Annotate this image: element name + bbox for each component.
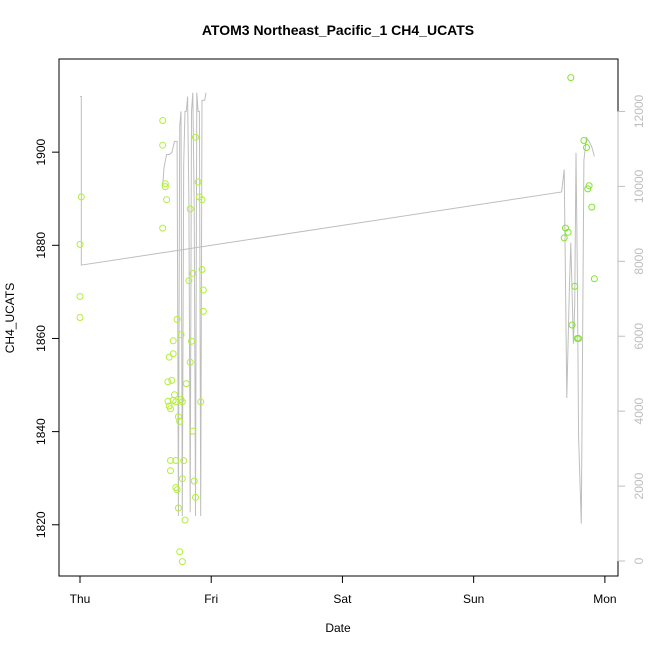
data-point [186,358,194,366]
data-point [180,457,188,464]
data-point [571,282,579,290]
data-point [178,475,186,483]
data-point [560,234,568,242]
data-point [575,335,583,342]
data-point [178,558,186,566]
data-point [76,314,84,321]
y2-tick-label: 12000 [632,94,646,128]
data-point [192,133,199,141]
data-point [161,183,169,191]
data-point [163,196,171,204]
data-point [584,185,592,193]
line-series-layer [80,92,595,524]
y2-tick-label: 8000 [632,248,646,275]
data-point [178,398,186,406]
data-point [189,427,197,435]
data-point [568,321,576,329]
data-point [159,141,167,149]
data-point [76,293,84,300]
data-point [188,337,195,345]
data-point [182,380,190,388]
data-point [76,240,84,248]
data-point [567,74,575,82]
y-axis-left: 1820 1840 1860 1880 1900 [34,138,60,538]
data-point [165,353,173,361]
data-point [197,398,205,406]
data-point [583,144,590,151]
chart-title: ATOM3 Northeast_Pacific_1 CH4_UCATS [202,22,474,38]
x-tick-label: Mon [593,592,616,606]
plot-frame [58,58,619,577]
data-point [176,417,184,425]
y-tick-label: 1860 [34,325,48,352]
data-point [169,350,177,358]
y2-tick-label: 6000 [632,323,646,350]
data-point [588,203,596,211]
y-tick-label: 1840 [34,418,48,445]
data-point [176,548,184,556]
x-tick-label: Thu [70,592,91,606]
data-point [186,205,194,213]
data-point [198,196,206,204]
data-point [171,391,178,399]
data-point [77,193,85,201]
data-point [189,269,197,277]
data-point [174,504,182,512]
data-point [168,376,176,384]
data-point [192,493,199,501]
data-point [164,397,172,405]
y-tick-label: 1880 [34,232,48,259]
x-tick-label: Sun [463,592,484,606]
data-point [580,137,588,144]
y-axis-right: 0 2000 4000 6000 8000 10000 12000 [617,94,646,564]
data-point [177,331,185,339]
data-point [173,315,181,323]
data-point [590,275,598,283]
data-point [181,516,189,524]
y2-tick-label: 2000 [632,472,646,499]
y-axis-label: CH4_UCATS [3,283,17,353]
data-point [190,477,198,485]
data-point [167,457,174,464]
data-point [199,286,207,294]
data-point [161,180,169,188]
x-axis: Thu Fri Sat Sun Mon [70,575,617,606]
y2-tick-label: 10000 [632,169,646,203]
y2-tick-label: 0 [632,557,646,564]
data-point [174,413,182,421]
x-tick-label: Sat [333,592,352,606]
data-point [159,224,167,232]
series-line [80,96,595,524]
data-point [169,337,177,345]
data-point [164,378,172,386]
x-tick-label: Fri [204,592,218,606]
data-point [199,307,207,315]
y-tick-label: 1900 [34,138,48,165]
data-point [198,266,206,273]
data-point [172,457,180,464]
data-point [159,117,167,124]
x-axis-label: Date [325,621,351,635]
series-line [162,92,207,517]
data-point [167,405,174,413]
data-point [167,467,174,475]
data-point [194,178,202,186]
y2-tick-label: 4000 [632,397,646,424]
data-point [173,486,181,494]
data-point [585,182,593,190]
data-point [185,277,193,285]
scatter-series-layer [76,74,598,566]
data-point [564,228,572,236]
y-tick-label: 1820 [34,511,48,538]
